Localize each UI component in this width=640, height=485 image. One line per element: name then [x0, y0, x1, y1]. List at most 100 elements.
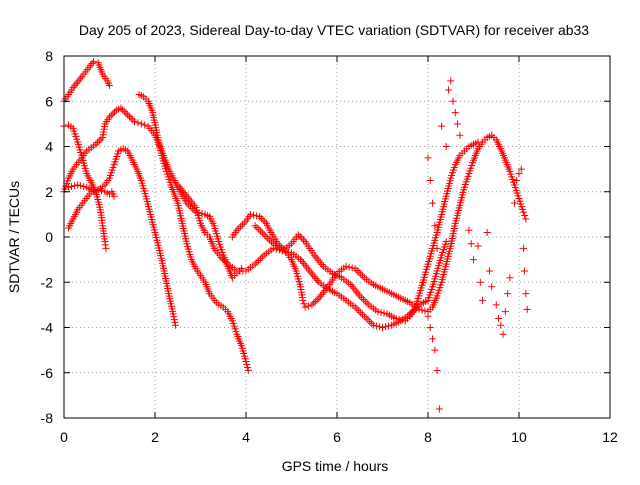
data-point	[375, 323, 383, 331]
data-point	[429, 335, 437, 343]
data-point	[90, 58, 98, 66]
data-point	[117, 104, 125, 112]
data-point	[495, 314, 503, 322]
frame-layer	[63, 55, 611, 419]
data-point	[77, 182, 85, 190]
data-point	[68, 182, 76, 190]
data-point	[351, 303, 359, 311]
data-point	[451, 109, 459, 117]
data-point	[353, 266, 361, 274]
series-track-6	[135, 90, 252, 374]
data-point	[447, 77, 455, 85]
data-point	[119, 106, 127, 114]
data-point	[300, 300, 308, 308]
data-point	[233, 226, 241, 234]
y-tick-label: 6	[45, 93, 53, 109]
data-point	[65, 183, 73, 191]
data-point	[424, 154, 432, 162]
data-point	[348, 264, 356, 272]
data-point	[255, 257, 263, 265]
x-tick-label: 6	[333, 429, 341, 445]
data-point	[109, 110, 117, 118]
data-point	[257, 227, 265, 235]
data-point	[80, 182, 88, 190]
data-point	[125, 113, 133, 121]
data-point	[515, 170, 523, 178]
data-point	[431, 346, 439, 354]
data-point	[476, 278, 484, 286]
data-point	[363, 299, 371, 307]
data-point	[250, 211, 258, 219]
data-point	[444, 86, 452, 94]
data-point	[361, 297, 369, 305]
data-point	[421, 307, 429, 315]
data-point	[442, 238, 450, 246]
data-point	[311, 297, 319, 305]
tick-label-layer: 0 2 4 6 8 10 12 -8 -6 -4 -2 0 2 4 6 8	[41, 48, 618, 445]
chart-title: Day 205 of 2023, Sidereal Day-to-day VTE…	[79, 22, 589, 38]
data-point	[120, 107, 128, 115]
data-point	[238, 221, 246, 229]
data-point	[310, 299, 318, 307]
y-tick-label: 8	[45, 48, 53, 64]
data-point	[353, 305, 361, 313]
data-point	[342, 262, 350, 270]
data-point	[372, 322, 380, 330]
data-point	[426, 176, 434, 184]
data-point	[429, 199, 437, 207]
data-point	[497, 321, 505, 329]
data-point	[357, 309, 365, 317]
data-point	[262, 233, 270, 241]
data-point	[520, 208, 528, 216]
x-tick-label: 12	[602, 429, 618, 445]
data-point	[345, 263, 353, 271]
data-point	[483, 228, 491, 236]
data-point	[368, 319, 376, 327]
data-point	[479, 296, 487, 304]
data-point	[305, 302, 313, 310]
data-point	[267, 238, 275, 246]
data-point	[395, 315, 403, 323]
data-point	[244, 366, 252, 374]
series-track-9	[251, 222, 450, 325]
data-point	[220, 257, 228, 265]
data-point	[488, 283, 496, 291]
data-point	[127, 114, 135, 122]
data-point	[433, 366, 441, 374]
series-track-5	[65, 145, 179, 329]
data-point	[253, 212, 261, 220]
data-point	[517, 165, 525, 173]
data-point	[95, 137, 103, 145]
data-point	[426, 324, 434, 331]
data-point	[521, 212, 529, 220]
data-point	[419, 278, 427, 286]
data-point	[355, 268, 363, 276]
data-point	[360, 312, 368, 320]
data-point	[298, 234, 306, 242]
data-point	[219, 255, 227, 263]
series-track-1	[60, 58, 113, 105]
y-tick-label: -4	[41, 320, 54, 336]
data-point	[240, 219, 248, 227]
data-point	[237, 223, 245, 231]
data-point	[106, 113, 113, 121]
data-point	[299, 296, 307, 304]
data-point	[134, 119, 142, 127]
data-point	[243, 360, 251, 368]
data-point	[379, 324, 386, 331]
series-scatter-a	[419, 77, 464, 413]
data-point	[242, 357, 250, 365]
data-point	[474, 242, 482, 250]
data-point	[131, 118, 139, 126]
data-point	[485, 267, 493, 275]
data-point	[260, 231, 268, 239]
data-point	[510, 199, 518, 207]
data-point	[504, 290, 512, 298]
plot-frame	[63, 55, 611, 419]
data-point	[313, 296, 321, 304]
data-point	[106, 81, 113, 89]
points-layer	[60, 58, 531, 413]
data-point	[251, 260, 259, 268]
